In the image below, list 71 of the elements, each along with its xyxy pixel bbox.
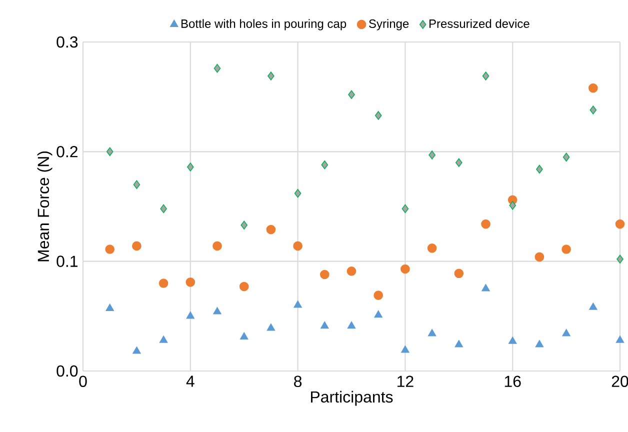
y-tick-label: 0.2 — [56, 146, 78, 158]
point — [158, 278, 168, 288]
point — [509, 201, 516, 210]
x-tick-label: 8 — [294, 376, 302, 388]
point — [589, 302, 598, 310]
point — [508, 336, 517, 344]
legend-label: Bottle with holes in pouring cap — [181, 19, 346, 30]
x-tick-label: 16 — [504, 376, 521, 388]
point — [293, 241, 302, 251]
point — [482, 72, 490, 80]
point — [320, 321, 329, 329]
point — [348, 90, 355, 100]
point — [562, 329, 570, 336]
point — [160, 204, 167, 214]
point — [214, 64, 221, 73]
x-tick-label: 0 — [79, 376, 87, 388]
legend-label: Syringe — [369, 19, 409, 30]
legend-label: Pressurized device — [429, 19, 530, 28]
point — [562, 244, 571, 254]
y-tick-label: 0.1 — [56, 256, 78, 267]
point — [133, 180, 140, 189]
point — [186, 312, 194, 319]
x-tick-label: 12 — [398, 376, 414, 387]
point — [427, 244, 437, 253]
point — [456, 158, 462, 168]
point — [106, 147, 114, 156]
point — [534, 252, 544, 262]
point — [428, 329, 436, 336]
point — [482, 284, 490, 292]
point — [239, 282, 249, 292]
point — [590, 106, 597, 114]
point — [240, 332, 248, 340]
point — [294, 300, 302, 308]
point — [132, 346, 141, 354]
point — [268, 72, 274, 80]
point — [402, 204, 409, 214]
y-tick-label: 0.3 — [56, 36, 78, 48]
point — [240, 220, 248, 230]
point — [454, 268, 464, 278]
point — [374, 310, 382, 318]
point — [347, 321, 356, 329]
y-tick-label: 0.0 — [56, 365, 78, 377]
point — [400, 264, 410, 274]
point — [346, 266, 356, 276]
x-tick-label: 20 — [612, 376, 628, 388]
point — [535, 340, 544, 348]
point — [562, 152, 570, 162]
y-axis-title: Mean Force (N) — [37, 152, 52, 262]
point — [213, 307, 222, 314]
point — [212, 241, 222, 251]
point — [132, 241, 142, 251]
point — [320, 270, 330, 280]
point — [588, 83, 598, 93]
point — [105, 244, 115, 254]
point — [186, 278, 196, 287]
point — [536, 164, 543, 174]
point — [321, 160, 328, 170]
point — [106, 304, 114, 312]
point — [266, 324, 276, 331]
point — [428, 150, 436, 160]
point — [294, 188, 302, 198]
point — [374, 290, 384, 300]
point — [401, 345, 410, 353]
point — [454, 340, 463, 348]
x-tick-label: 4 — [186, 376, 194, 387]
point — [481, 219, 490, 229]
point — [374, 111, 382, 120]
x-axis-title: Participants — [311, 390, 393, 406]
point — [187, 162, 194, 172]
point — [159, 336, 168, 343]
point — [266, 224, 276, 234]
